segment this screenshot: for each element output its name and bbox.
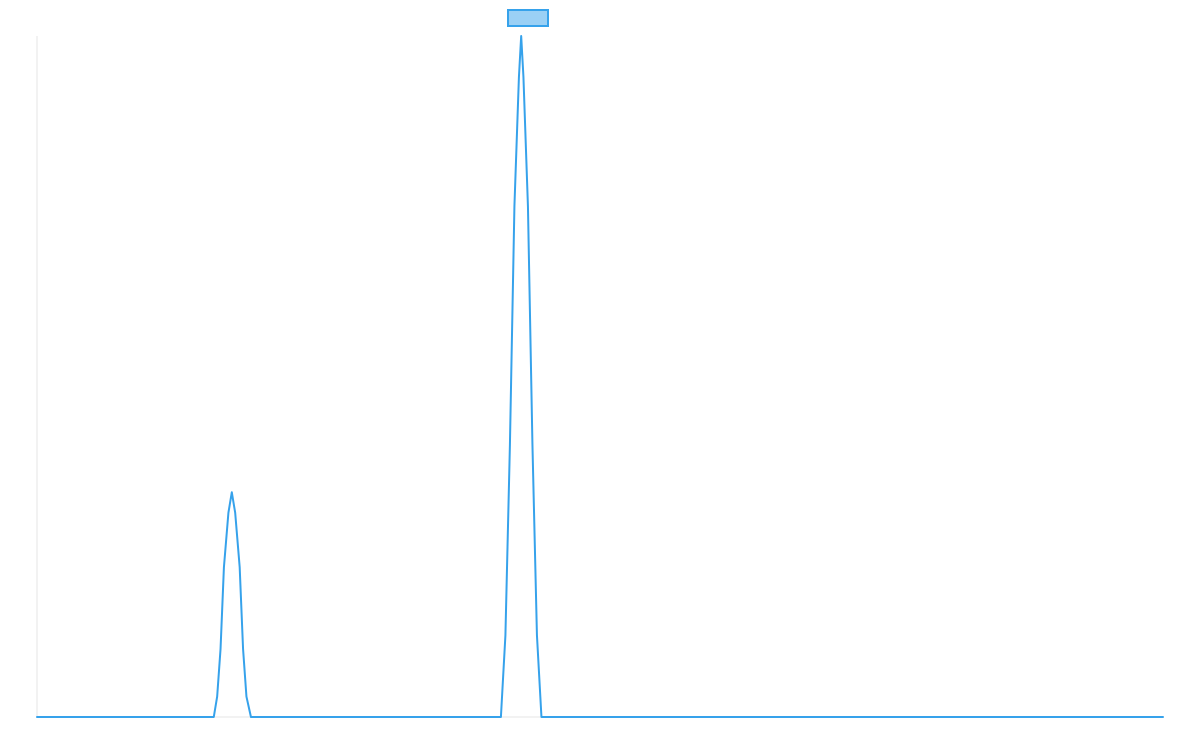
legend — [507, 9, 549, 27]
legend-swatch[interactable] — [507, 9, 549, 27]
plot-area — [36, 35, 1164, 718]
series-line — [36, 35, 1164, 718]
data-points — [37, 36, 1163, 717]
